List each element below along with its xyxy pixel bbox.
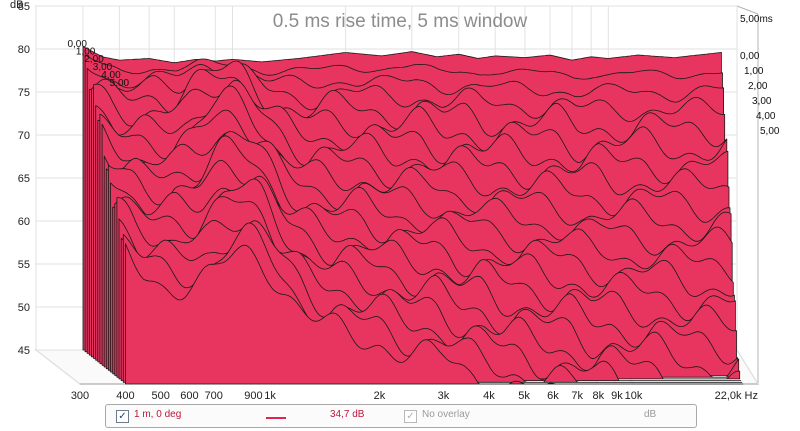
time-right-4: 3,00	[752, 96, 772, 107]
y-tick-50: 50	[18, 302, 30, 314]
y-tick-45: 45	[18, 345, 30, 357]
overlay-label: No overlay	[422, 409, 470, 420]
x-tick-6k: 6k	[547, 390, 559, 402]
legend-bar: ✓ 1 m, 0 deg 34,7 dB ✓ No overlay dB	[105, 404, 697, 428]
series-name: 1 m, 0 deg	[134, 409, 182, 420]
time-right-5: 4,00	[756, 111, 776, 122]
time-right-3: 2,00	[748, 81, 768, 92]
slice-5ms	[125, 243, 744, 385]
waterfall-slices	[82, 46, 744, 385]
x-tick-7k: 7k	[571, 390, 583, 402]
x-axis-ticks: 300 400 500 600 700 900 1k 2k 3k 4k 5k 6k 7k 8k 9k 10k 2…	[71, 390, 758, 402]
time-left-3,00: 3,00	[93, 62, 113, 73]
x-tick-1k: 1k	[264, 390, 276, 402]
series-value: 34,7 dB	[330, 409, 365, 420]
x-tick-10k: 10k	[625, 390, 643, 402]
x-tick-22,0k Hz: 22,0k Hz	[715, 390, 758, 402]
time-right-1: 0,00	[740, 51, 760, 62]
overlay-checkbox[interactable]: ✓	[404, 410, 417, 423]
x-tick-2k: 2k	[374, 390, 386, 402]
grid-floor-300	[35, 349, 81, 385]
y-tick-65: 65	[18, 173, 30, 185]
overlay-toggle[interactable]: ✓ No overlay	[404, 409, 470, 423]
x-tick-3k: 3k	[438, 390, 450, 402]
y-axis-ticks: 45 50 55 60 65 70 75 80 85	[18, 1, 30, 357]
x-tick-900: 900	[244, 390, 262, 402]
time-left-4,00: 4,00	[101, 70, 121, 81]
legend-unit: dB	[644, 409, 657, 420]
y-tick-85: 85	[18, 1, 30, 13]
y-tick-75: 75	[18, 87, 30, 99]
right-edge	[736, 5, 759, 15]
grid-floor-22,0k Hz	[736, 349, 759, 385]
x-tick-400: 400	[116, 390, 134, 402]
time-right-6: 5,00	[760, 126, 780, 137]
time-left-2,00: 2,00	[84, 54, 104, 65]
series-checkbox[interactable]: ✓	[116, 410, 129, 423]
time-axis-labels: 0,001,002,003,004,005,005,00ms0,001,002,…	[67, 14, 779, 137]
chart-title: 0.5 ms rise time, 5 ms window	[273, 11, 528, 32]
x-tick-8k: 8k	[592, 390, 604, 402]
x-tick-500: 500	[151, 390, 169, 402]
y-axis-unit: dB	[10, 0, 23, 11]
series-toggle[interactable]: ✓ 1 m, 0 deg	[116, 409, 181, 423]
x-tick-9k: 9k	[611, 390, 623, 402]
x-tick-300: 300	[71, 390, 89, 402]
y-tick-60: 60	[18, 216, 30, 228]
x-tick-700: 700	[205, 390, 223, 402]
x-tick-600: 600	[180, 390, 198, 402]
time-right-2: 1,00	[744, 66, 764, 77]
time-left-0,00: 0,00	[67, 39, 87, 50]
time-left-1,00: 1,00	[76, 46, 96, 57]
y-tick-80: 80	[18, 44, 30, 56]
time-left-5,00: 5,00	[110, 78, 130, 89]
x-tick-4k: 4k	[483, 390, 495, 402]
y-tick-70: 70	[18, 130, 30, 142]
x-tick-5k: 5k	[518, 390, 530, 402]
time-right-0: 5,00ms	[740, 14, 773, 25]
y-tick-55: 55	[18, 259, 30, 271]
series-line-swatch	[266, 414, 286, 425]
